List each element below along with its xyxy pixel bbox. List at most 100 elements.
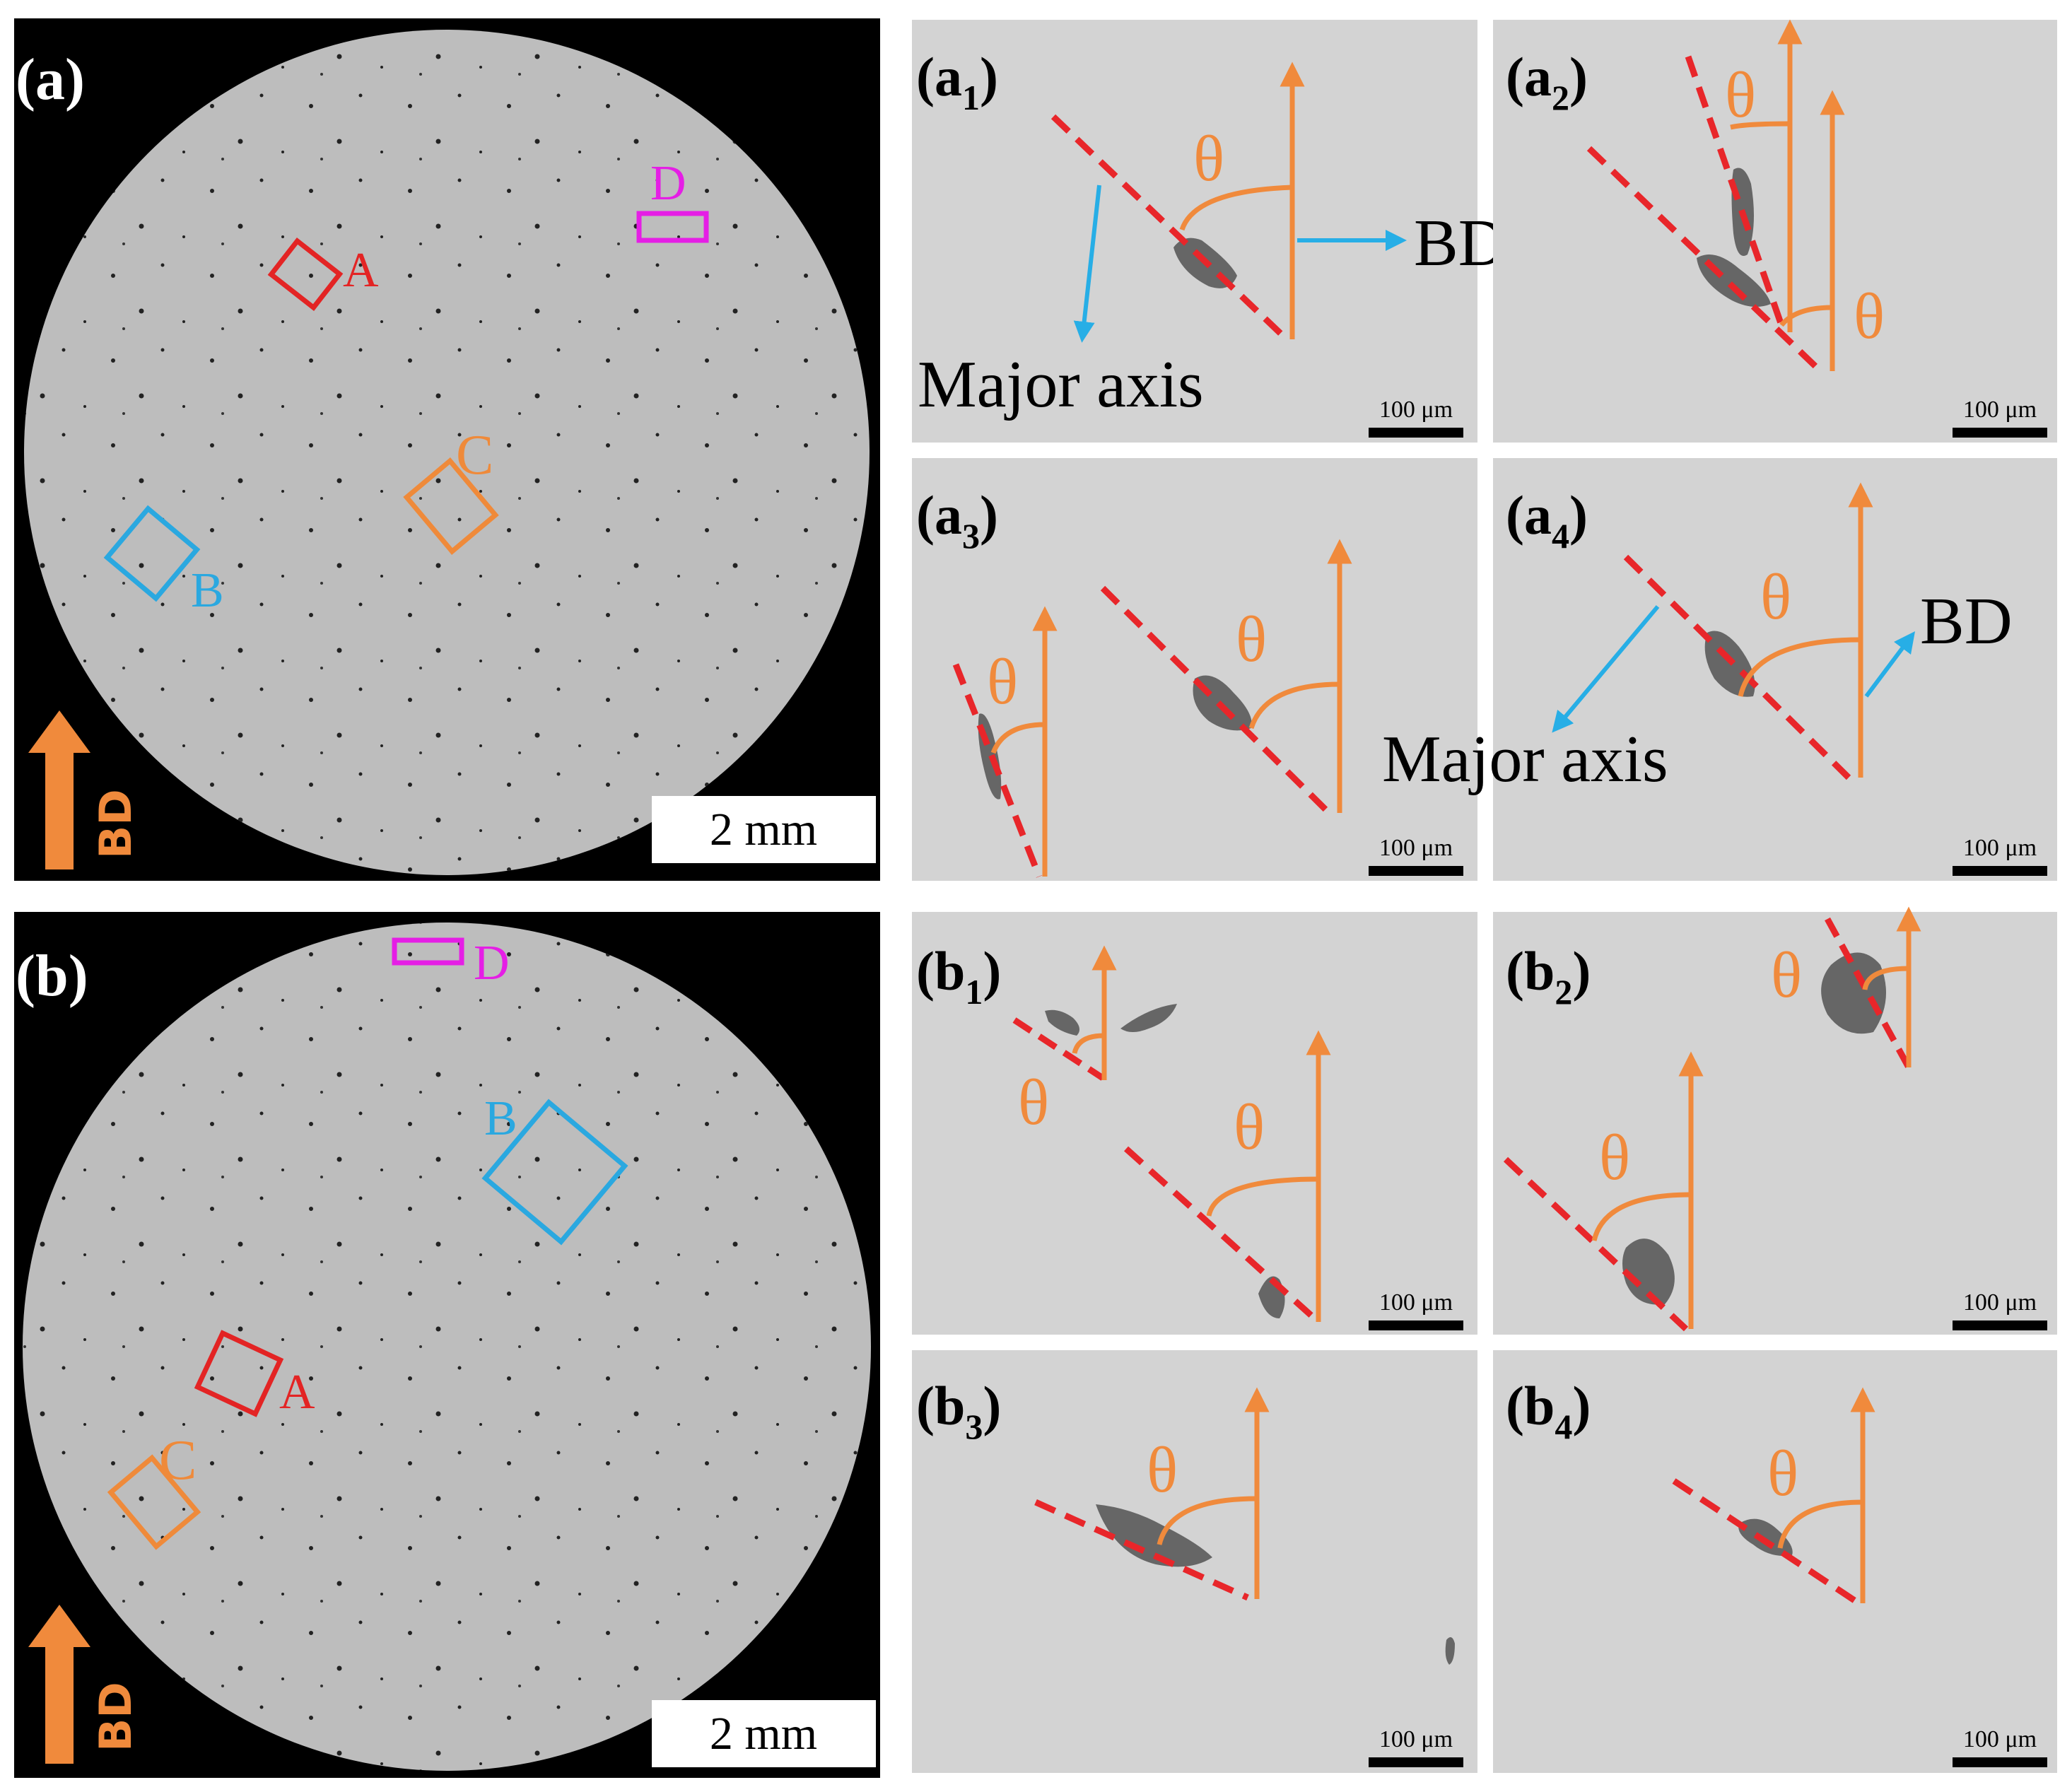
panel-b-box-b-label: B [484, 1091, 517, 1146]
subpanel-b3-label: (b3) [916, 1375, 1001, 1446]
subpanel-b2-angle-arc-2 [1591, 1192, 1692, 1241]
subpanel-b4-scale-text: 100 μm [1963, 1726, 2037, 1752]
panel-b-box-b: B [481, 1091, 628, 1246]
subpanel-a1-major-axis-line [1050, 114, 1286, 339]
subpanel-b2-pore-2 [1622, 1238, 1675, 1305]
panel-a-scale-bar: 2 mm [652, 796, 876, 872]
subpanel-a4-major-axis-pointer [1552, 605, 1660, 733]
subpanel-a3-label: (a3) [916, 484, 998, 556]
subpanel-b1-angle-arc-2 [1206, 1176, 1319, 1217]
panel-b-box-a: A [194, 1330, 315, 1419]
subpanel-a1-label: (a1) [916, 46, 998, 117]
panel-b-box-d: D [392, 936, 510, 990]
subpanel-a3-scale-text: 100 μm [1379, 835, 1453, 861]
subpanel-b4-major-axis-line [1672, 1478, 1858, 1604]
subpanel-a3-major-axis-line-1 [952, 663, 1043, 878]
subpanel-a4-label: (a4) [1506, 484, 1588, 556]
subpanel-a1-major-axis-pointer [1073, 185, 1101, 343]
panel-a-box-a-label: A [343, 243, 379, 298]
panel-b-bd-indicator: BD [28, 1605, 141, 1764]
subpanel-a2-major-axis-line-2 [1586, 146, 1820, 370]
subpanel-b1: (b1) θ θ 100 μm [912, 912, 1477, 1335]
panel-a-pores [24, 30, 870, 875]
subpanel-a4: (a4) θ BD Major axis 100 μm [1382, 458, 2057, 881]
subpanel-a1: (a1) θ BD Major axis 100 μm [912, 20, 1506, 443]
subpanel-b2-theta-2: θ [1599, 1121, 1630, 1193]
subpanel-b2-scale-text: 100 μm [1963, 1289, 2037, 1316]
panel-b-pores [23, 923, 871, 1771]
panel-b-label: (b) [16, 943, 88, 1009]
panel-a-bd-indicator: BD [28, 710, 141, 869]
subpanel-a4-major-axis-text: Major axis [1382, 722, 1668, 796]
subpanel-a4-scale-text: 100 μm [1963, 835, 2037, 861]
subpanel-b1-scale-bar [1369, 1320, 1463, 1330]
subpanel-a2-theta-2: θ [1854, 280, 1885, 352]
subpanel-a2-label: (a2) [1506, 46, 1588, 117]
subpanel-b1-theta-1: θ [1018, 1066, 1049, 1138]
subpanel-b3-angle-arc [1157, 1496, 1258, 1545]
panel-b-box-c-label: C [159, 1429, 197, 1492]
subpanel-a3-scale-bar [1369, 866, 1463, 876]
subpanel-a1-major-axis-text: Major axis [918, 348, 1204, 421]
subpanel-a4-bd-text: BD [1920, 585, 2013, 658]
subpanel-b3-pore-1 [1096, 1504, 1212, 1567]
subpanel-b1-pore-2 [1120, 1004, 1177, 1032]
panel-a-box-b: B [103, 505, 224, 618]
subpanel-b1-theta-2: θ [1234, 1091, 1265, 1163]
subpanel-b2: (b2) θ θ 100 μm [1493, 906, 2057, 1335]
subpanel-b4-scale-bar [1953, 1757, 2047, 1767]
subpanel-b2-label: (b2) [1506, 940, 1591, 1012]
subpanel-a4-theta: θ [1760, 561, 1791, 633]
subpanel-b1-major-axis-line-2 [1123, 1146, 1321, 1325]
subpanel-a2-scale-text: 100 μm [1963, 397, 2037, 423]
panel-a-box-c: C [403, 424, 499, 555]
subpanel-b2-pore-1 [1821, 952, 1886, 1034]
subpanel-b1-pore-1 [1045, 1009, 1079, 1036]
panel-b-box-d-label: D [474, 936, 510, 990]
subpanel-b1-label: (b1) [916, 940, 1001, 1012]
subpanel-b1-scale-text: 100 μm [1379, 1289, 1453, 1316]
panel-b: (b) A B C D BD 2 mm [14, 912, 880, 1778]
subpanel-a2: (a2) θ θ 100 μm [1493, 19, 2057, 443]
panel-a-box-b-label: B [191, 563, 224, 618]
panel-a-bd-label: BD [90, 789, 141, 859]
panel-a-box-a: A [267, 238, 379, 311]
subpanel-b3-theta: θ [1147, 1434, 1178, 1506]
subpanel-b2-theta-1: θ [1771, 939, 1802, 1011]
panel-b-scale-text: 2 mm [710, 1708, 817, 1759]
panel-a-box-c-label: C [456, 424, 493, 486]
subpanel-a4-major-axis-line [1623, 554, 1851, 780]
subpanel-b3: (b3) θ 100 μm [912, 1350, 1477, 1773]
subpanel-a3-major-axis-line-2 [1100, 585, 1332, 816]
subpanel-a3: (a3) θ θ 100 μm [912, 458, 1477, 881]
subpanel-a1-angle-arc [1179, 185, 1293, 231]
subpanel-a2-angle-arc-1 [1730, 121, 1791, 130]
subpanel-a2-theta-1: θ [1725, 59, 1756, 131]
subpanel-a2-scale-bar [1953, 428, 2047, 438]
panel-b-box-c: C [107, 1429, 201, 1550]
panel-a-scale-text: 2 mm [710, 804, 817, 855]
subpanel-b1-major-axis-line-1 [1012, 1017, 1105, 1081]
subpanel-b2-major-axis-line-2 [1503, 1156, 1689, 1332]
panel-a-label: (a) [16, 47, 85, 112]
subpanel-a2-major-axis-line-1 [1685, 55, 1785, 327]
subpanel-b4-theta: θ [1767, 1437, 1798, 1509]
subpanel-a1-bd-text: BD [1414, 206, 1506, 280]
panel-b-bd-label: BD [90, 1682, 141, 1752]
subpanel-a3-theta-2: θ [1236, 603, 1267, 675]
subpanel-a3-angle-arc-2 [1248, 681, 1340, 730]
subpanel-b3-major-axis-line [1034, 1499, 1249, 1601]
panel-a: (a) A B C D BD 2 mm [14, 18, 880, 881]
subpanel-a3-angle-arc-1 [990, 722, 1046, 754]
subpanel-b3-scale-text: 100 μm [1379, 1726, 1453, 1752]
subpanel-a3-theta-1: θ [987, 645, 1018, 718]
subpanel-a1-theta: θ [1193, 122, 1224, 194]
panel-a-box-d-label: D [650, 156, 686, 211]
subpanel-a4-angle-arc [1738, 637, 1861, 697]
subpanel-a4-scale-bar [1953, 866, 2047, 876]
subpanel-a1-scale-bar [1369, 428, 1463, 438]
subpanel-a2-angle-arc-2 [1779, 305, 1833, 327]
subpanel-b4-label: (b4) [1506, 1375, 1591, 1446]
subpanel-b4: (b4) θ 100 μm [1493, 1350, 2057, 1773]
